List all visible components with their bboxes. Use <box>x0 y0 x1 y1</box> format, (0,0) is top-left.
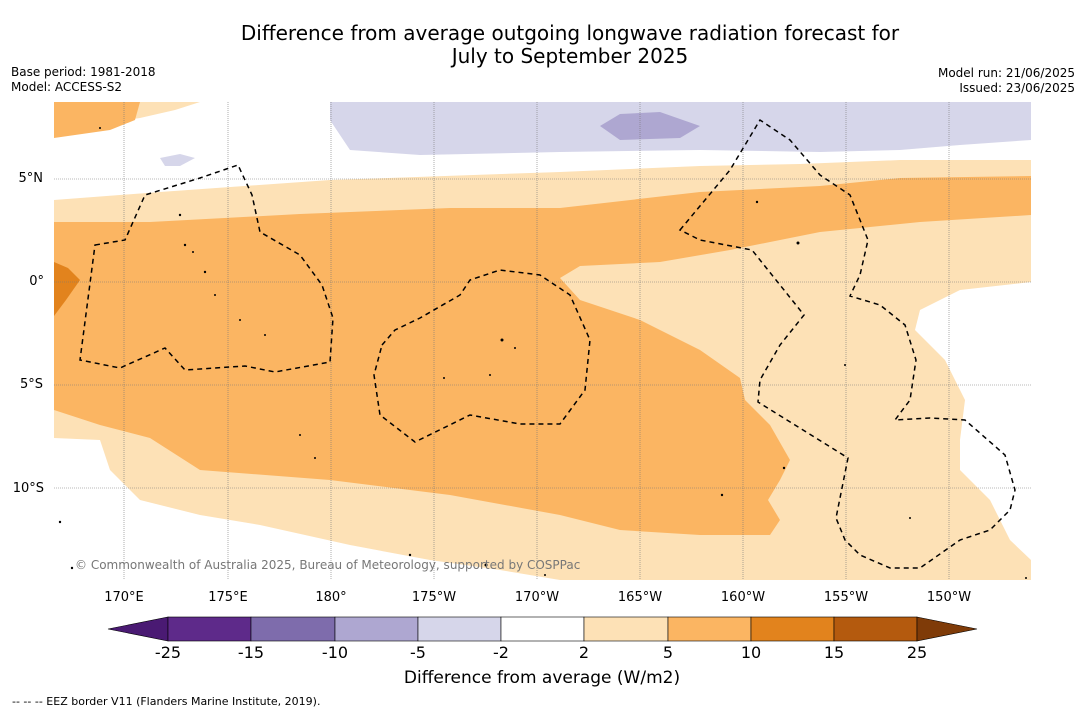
lon-label-170w: 170°W <box>514 590 560 605</box>
colorbar-tick: -10 <box>321 643 349 662</box>
colorbar-title: Difference from average (W/m2) <box>403 668 681 688</box>
eez-borders <box>79 118 1016 569</box>
lat-label-5n: 5°N <box>18 171 44 186</box>
meta-right: Model run: 21/06/2025 Issued: 23/06/2025 <box>938 66 1075 96</box>
lon-label-180: 180° <box>315 590 347 605</box>
colorbar-tick: -2 <box>493 643 509 662</box>
colorbar-tick: -5 <box>410 643 426 662</box>
olr-contour-5-10-northwest <box>54 102 140 138</box>
lon-label-175w: 175°W <box>411 590 457 605</box>
colorbar-bin-5 <box>500 616 585 642</box>
colorbar-bin-3 <box>334 616 419 642</box>
olr-contour-neg-10-5 <box>600 112 700 140</box>
colorbar <box>107 616 978 642</box>
colorbar-bin-9 <box>833 616 918 642</box>
lat-label-5s: 5°S <box>19 377 43 392</box>
title-line-1: Difference from average outgoing longwav… <box>240 21 900 45</box>
map-area <box>54 102 1031 580</box>
colorbar-bin-8 <box>750 616 835 642</box>
colorbar-tick: -25 <box>154 643 182 662</box>
colorbar-arrow-right <box>916 616 978 642</box>
olr-contour-white-southwest <box>54 438 560 580</box>
colorbar-arrow-left <box>107 616 169 642</box>
colorbar-tick: 5 <box>662 643 674 662</box>
colorbar-tick: 10 <box>740 643 762 662</box>
colorbar-tick: 25 <box>906 643 928 662</box>
colorbar-tick: -15 <box>237 643 265 662</box>
lat-label-0: 0° <box>29 274 44 289</box>
olr-contour-5-10 <box>54 176 1031 535</box>
colorbar-bin-1 <box>167 616 252 642</box>
model-run: Model run: 21/06/2025 <box>937 66 1075 80</box>
meta-left: Base period: 1981-2018 Model: ACCESS-S2 <box>11 65 156 95</box>
lon-label-175e: 175°E <box>208 590 248 605</box>
base-period: Base period: 1981-2018 <box>11 65 156 79</box>
olr-contour-10-15 <box>54 262 80 316</box>
colorbar-bin-6 <box>583 616 669 642</box>
lat-label-10s: 10°S <box>12 481 44 496</box>
olr-contour-neg-5-2-small <box>160 154 195 166</box>
islands <box>58 127 1027 579</box>
lon-label-165w: 165°W <box>617 590 663 605</box>
eez-footnote: -- -- -- EEZ border V11 (Flanders Marine… <box>12 695 321 708</box>
title-line-2: July to September 2025 <box>451 44 689 68</box>
colorbar-tick: 2 <box>578 643 590 662</box>
model-name: Model: ACCESS-S2 <box>11 80 123 94</box>
olr-contour-white-east <box>915 282 1031 560</box>
colorbar-bin-7 <box>667 616 752 642</box>
lon-label-155w: 155°W <box>823 590 869 605</box>
copyright-notice: © Commonwealth of Australia 2025, Bureau… <box>75 558 581 572</box>
lon-label-170e: 170°E <box>104 590 144 605</box>
colorbar-bin-2 <box>250 616 336 642</box>
lon-label-160w: 160°W <box>720 590 766 605</box>
lon-label-150w: 150°W <box>926 590 972 605</box>
map-title: Difference from average outgoing longwav… <box>0 22 1085 68</box>
colorbar-bin-4 <box>417 616 502 642</box>
colorbar-tick: 15 <box>823 643 845 662</box>
issued-date: Issued: 23/06/2025 <box>959 81 1075 95</box>
